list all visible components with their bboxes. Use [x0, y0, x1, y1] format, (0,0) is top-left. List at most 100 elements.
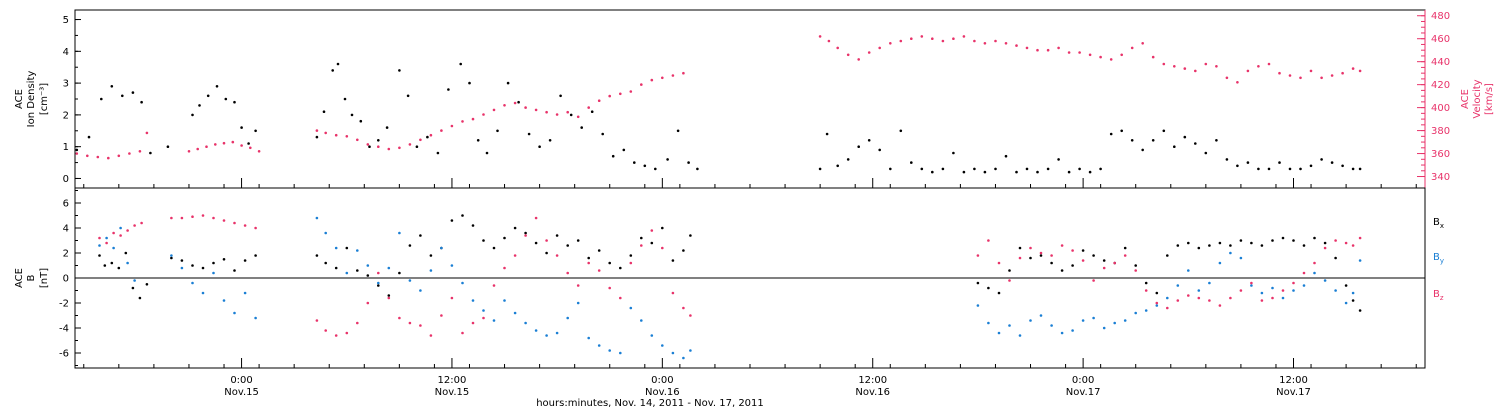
velocity-point: [86, 154, 89, 158]
b-bx-point: [671, 259, 675, 262]
velocity-point: [1194, 69, 1197, 73]
density-point: [1358, 167, 1362, 171]
b-by-point: [170, 254, 173, 257]
b-bx-point: [524, 231, 527, 235]
density-point: [336, 62, 340, 66]
velocity-point: [682, 71, 685, 75]
b-bx-point: [461, 214, 464, 217]
density-point: [87, 135, 91, 139]
density-point: [548, 139, 552, 142]
b-bx-point: [1281, 236, 1285, 240]
b-by-point: [461, 281, 464, 285]
velocity-point: [1036, 48, 1039, 52]
velocity-point: [138, 150, 142, 153]
density-point: [447, 88, 450, 91]
density-point: [1267, 167, 1271, 171]
density-point: [1046, 167, 1050, 171]
b-by-point: [398, 231, 401, 235]
b-bz-point: [1029, 246, 1032, 250]
magnetic-field-panel: -6 -4 -2 0 2 4 6 ACE B [nT] Bx By Bz: [14, 187, 1444, 369]
b-bx-point: [534, 241, 538, 245]
density-point: [343, 97, 347, 101]
b-bx-point: [110, 261, 114, 265]
b-bx-point: [650, 241, 654, 245]
b-bx-point: [1018, 246, 1022, 250]
x-tick-day: Nov.15: [224, 387, 259, 398]
velocity-point: [846, 53, 850, 57]
density-point: [569, 113, 573, 117]
b-bz-point: [419, 324, 422, 327]
b-bx-point: [145, 283, 149, 286]
b-bz-point: [1351, 244, 1355, 247]
density-point: [1225, 158, 1229, 161]
b-bx-point: [345, 246, 349, 250]
b-by-point: [1102, 326, 1106, 330]
b-bz-point: [324, 329, 328, 332]
velocity-point: [503, 104, 506, 107]
velocity-point: [587, 106, 590, 109]
x-tick-time: 12:00: [438, 375, 467, 386]
b-by-point: [180, 266, 184, 270]
b-bx-point: [398, 271, 401, 275]
b-by-point: [1229, 251, 1232, 255]
b-bz-point: [1358, 236, 1362, 240]
right-ytick-label: 460: [1431, 34, 1450, 45]
b-bz-point: [170, 216, 173, 220]
velocity-point: [952, 37, 955, 40]
b-bz-point: [682, 306, 685, 310]
velocity-point: [1257, 65, 1260, 68]
b-ylabel-line: [nT]: [39, 268, 50, 288]
b-bz-point: [587, 261, 590, 265]
b-bz-point: [345, 331, 349, 335]
b-bz-point: [450, 296, 454, 300]
b-bx-point: [1197, 246, 1201, 250]
velocity-point: [471, 117, 475, 121]
velocity-point: [1162, 62, 1166, 66]
b-bx-point: [545, 251, 548, 255]
b-by-point: [689, 349, 692, 352]
velocity-point: [117, 154, 121, 158]
velocity-point: [962, 35, 966, 38]
velocity-point: [461, 120, 464, 123]
b-bz-point: [597, 269, 601, 272]
b-bz-point: [503, 266, 506, 270]
b-bz-point: [1334, 239, 1337, 242]
b-bx-point: [117, 266, 121, 270]
b-bz-point: [201, 214, 205, 217]
b-bz-point: [1197, 296, 1201, 300]
density-point: [590, 110, 594, 113]
b-bz-point: [212, 216, 215, 220]
b-by-point: [1144, 309, 1148, 312]
velocity-point: [387, 147, 391, 151]
b-bz-point: [1187, 294, 1190, 297]
density-point: [920, 167, 924, 171]
velocity-point: [973, 39, 976, 43]
b-by-point: [98, 244, 101, 247]
density-point: [1151, 139, 1155, 142]
right-ytick-label: 380: [1431, 126, 1450, 137]
b-bz-point: [315, 319, 319, 322]
b-by-point: [222, 299, 226, 302]
b-bz-point: [1123, 254, 1127, 257]
left-ytick-label: 3: [63, 79, 69, 90]
density-point: [1309, 164, 1313, 168]
b-by-point: [629, 306, 633, 310]
velocity-point: [661, 76, 664, 80]
velocity-point: [231, 140, 235, 144]
density-point: [1067, 170, 1071, 174]
b-bx-point: [1358, 309, 1362, 312]
b-bx-point: [387, 294, 391, 297]
velocity-point: [629, 90, 633, 93]
density-point: [899, 129, 903, 133]
b-bx-point: [1081, 249, 1085, 252]
density-point: [1025, 167, 1029, 171]
b-bz-point: [126, 229, 129, 232]
velocity-point: [524, 106, 527, 109]
velocity-point: [222, 141, 226, 145]
density-point: [1099, 167, 1102, 171]
b-bz-point: [98, 236, 101, 240]
velocity-point: [440, 129, 443, 132]
density-point: [1257, 167, 1260, 171]
b-bx-point: [1187, 241, 1190, 245]
